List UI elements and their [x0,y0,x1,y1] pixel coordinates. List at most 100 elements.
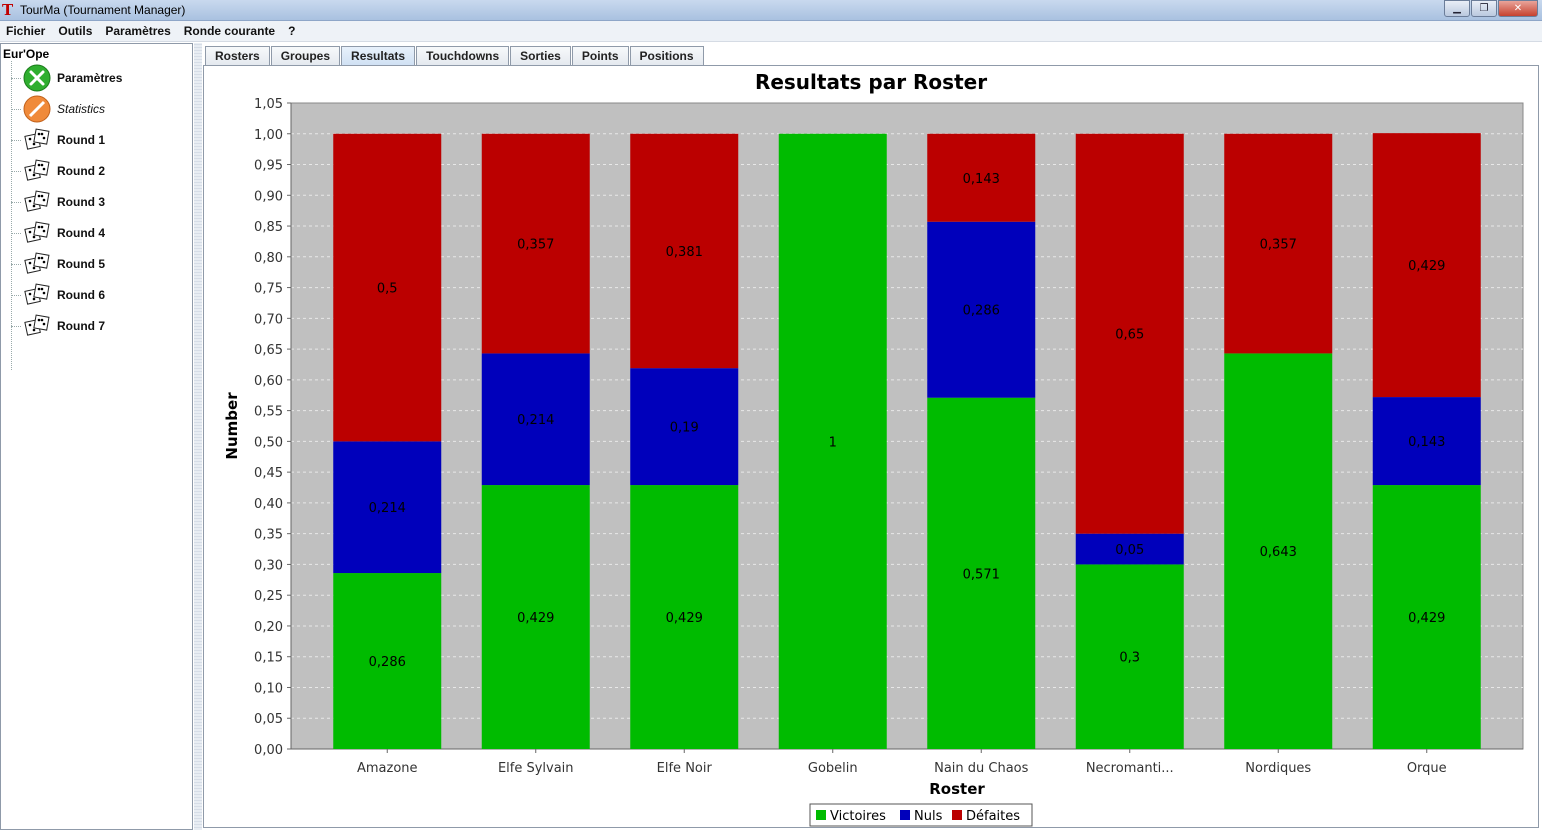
tab-positions[interactable]: Positions [629,46,704,66]
tree-item-label: Round 3 [57,195,105,209]
y-tick-label: 0,45 [254,466,283,481]
data-label: 0,214 [369,501,406,516]
tab-sorties[interactable]: Sorties [510,46,571,66]
tree-connector [11,108,21,110]
tournament-tree[interactable]: Eur'Ope Paramètres Statistics Round 1 Round… [0,43,193,830]
y-tick-label: 1,05 [254,97,283,112]
legend-label: Victoires [830,809,886,824]
split-pane-divider[interactable] [194,43,202,830]
y-tick-label: 0,70 [254,312,283,327]
bar-défaites-0 [333,133,442,442]
results-chart: Resultats par Roster 0,00 0,05 0,10 0,15 0,20… [223,70,1524,827]
data-label: 0,429 [666,611,703,626]
maximize-button[interactable]: ❐ [1471,0,1497,17]
bar-victoires-1 [481,485,590,749]
bar-défaites-2 [630,133,739,369]
menu-ronde-courante[interactable]: Ronde courante [183,24,276,38]
bar-victoires-4 [927,397,1036,749]
data-label: 0,286 [963,304,1000,319]
dice-icon [23,250,51,278]
tree-item-round-7[interactable]: Round 7 [11,312,105,340]
x-tick-label: Nain du Chaos [934,761,1029,776]
tab-resultats[interactable]: Resultats [341,46,416,66]
bar-défaites-5 [1075,133,1184,534]
menu-bar: Fichier Outils Paramètres Ronde courante… [0,21,1542,42]
bar-nuls-0 [333,441,442,574]
data-label: 0,381 [666,245,703,260]
title-bar: T TourMa (Tournament Manager) ▁ ❐ ✕ [0,0,1542,21]
y-tick-label: 0,95 [254,159,283,174]
bar-nuls-1 [481,353,590,486]
y-tick-label: 0,80 [254,251,283,266]
bar-nuls-4 [927,221,1036,398]
data-label: 0,143 [963,172,1000,187]
x-axis-label: Roster [929,780,985,798]
y-tick-label: 0,20 [254,620,283,635]
legend-box [809,803,1033,827]
legend-swatch-victoires [816,810,826,820]
data-label: 0,65 [1115,328,1144,343]
data-label: 0,5 [377,282,398,297]
y-tick-label: 0,55 [254,405,283,420]
x-tick-label: Gobelin [808,761,858,776]
tab-points[interactable]: Points [571,46,629,66]
y-tick-label: 0,60 [254,374,283,389]
app-logo-icon: T [2,1,14,19]
bar-victoires-7 [1372,485,1481,749]
menu-fichier[interactable]: Fichier [6,24,46,38]
dice-icon [23,281,51,309]
window-controls: ▁ ❐ ✕ [1444,0,1538,17]
data-label: 0,286 [369,655,406,670]
data-label: 0,214 [517,413,554,428]
data-label: 0,429 [517,611,554,626]
tree-item-label: Round 6 [57,288,105,302]
tab-groupes[interactable]: Groupes [270,46,341,66]
tree-item-label: Statistics [57,102,106,116]
close-button[interactable]: ✕ [1498,0,1538,17]
data-label: 1 [829,435,837,450]
y-tick-label: 0,40 [254,497,283,512]
bar-nuls-5 [1075,533,1184,565]
bar-victoires-5 [1075,564,1184,749]
menu-outils[interactable]: Outils [58,24,93,38]
tree-item-round-4[interactable]: Round 4 [11,219,105,247]
y-tick-label: 0,35 [254,528,283,543]
x-tick-label: Elfe Noir [657,761,713,776]
tree-connector [11,263,21,265]
dice-icon [23,188,51,216]
tab-touchdowns[interactable]: Touchdowns [416,46,510,66]
y-tick-label: 0,75 [254,282,283,297]
bar-victoires-0 [333,573,442,749]
minimize-button[interactable]: ▁ [1444,0,1470,17]
y-tick-label: 0,85 [254,220,283,235]
x-tick-label: Elfe Sylvain [498,761,574,776]
data-label: 0,429 [1408,259,1445,274]
data-label: 0,3 [1119,651,1140,666]
tab-bar: Rosters Groupes Resultats Touchdowns Sorties… [205,46,705,66]
dice-icon [23,312,51,340]
tree-item-round-5[interactable]: Round 5 [11,250,105,278]
data-label: 0,643 [1260,545,1297,560]
tree-root[interactable]: Eur'Ope [3,47,50,61]
y-tick-label: 0,10 [254,681,283,696]
x-tick-label: Orque [1407,761,1447,776]
bar-victoires-6 [1224,353,1333,749]
tree-item-round-1[interactable]: Round 1 [11,126,105,154]
tree-connector [11,232,21,234]
legend-swatch-nuls [900,810,910,820]
tree-item-label: Round 2 [57,164,105,178]
data-label: 0,143 [1408,435,1445,450]
bar-défaites-1 [481,133,590,354]
tree-item-round-6[interactable]: Round 6 [11,281,105,309]
data-label: 0,05 [1115,543,1144,558]
tree-item-label: Round 4 [57,226,105,240]
tree-item-statistics[interactable]: Statistics [11,95,105,123]
tree-item-param-tres[interactable]: Paramètres [11,64,122,92]
window-title: TourMa (Tournament Manager) [20,3,186,17]
menu-help[interactable]: ? [288,24,296,38]
tree-item-label: Round 1 [57,133,105,147]
menu-parametres[interactable]: Paramètres [105,24,171,38]
tree-item-round-2[interactable]: Round 2 [11,157,105,185]
tree-item-round-3[interactable]: Round 3 [11,188,105,216]
tab-rosters[interactable]: Rosters [205,46,270,66]
